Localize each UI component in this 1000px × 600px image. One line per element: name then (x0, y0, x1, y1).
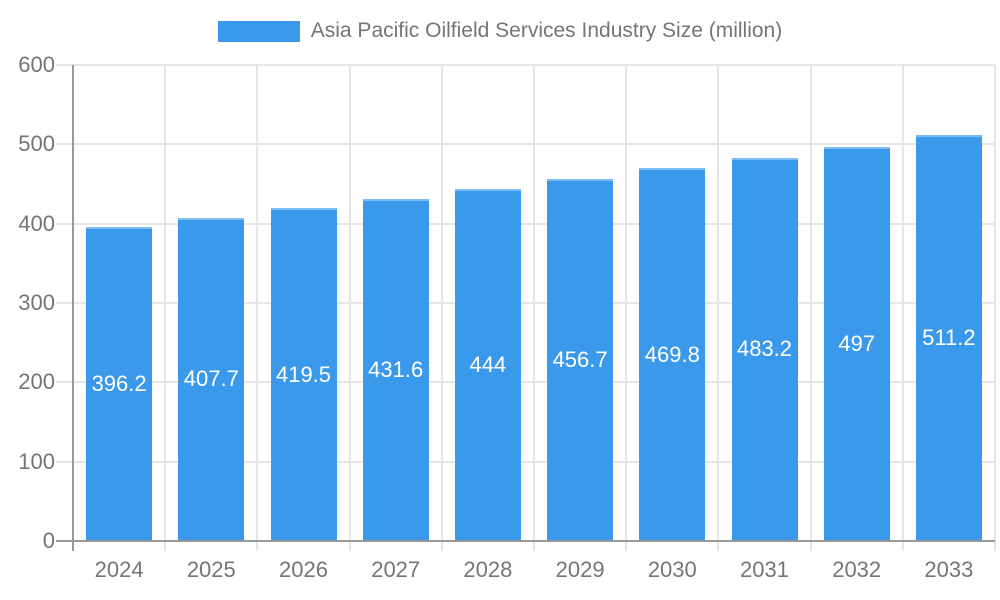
y-tick-label: 600 (18, 52, 55, 77)
bar (731, 157, 798, 540)
y-gridline (56, 302, 995, 304)
chart-legend[interactable]: Asia Pacific Oilfield Services Industry … (0, 16, 1000, 46)
bar-value-label: 456.7 (552, 346, 608, 372)
x-gridline (994, 65, 996, 551)
y-tick-label: 400 (18, 210, 55, 236)
y-tick-label: 300 (18, 290, 55, 315)
x-tick-label: 2025 (186, 557, 236, 582)
x-tick-label: 2027 (371, 557, 421, 582)
x-gridline (256, 65, 259, 551)
bar-value-label: 469.8 (644, 341, 700, 367)
bar-value-label: 431.6 (368, 356, 424, 382)
bar-value-label: 407.7 (183, 366, 239, 392)
bar (178, 217, 245, 540)
bar-value-label: 444 (469, 351, 507, 377)
x-tick-label: 2026 (279, 557, 328, 582)
x-tick-label: 2029 (555, 557, 605, 582)
x-gridline (901, 65, 904, 551)
x-gridline (440, 65, 443, 551)
y-tick-label: 500 (18, 131, 55, 157)
bar-value-label: 483.2 (736, 336, 793, 362)
bar (270, 208, 337, 540)
y-gridline (56, 64, 995, 66)
x-tick-label: 2031 (740, 557, 789, 582)
bar (639, 168, 706, 540)
y-tick-label: 200 (18, 369, 55, 395)
x-tick-label: 2030 (647, 557, 697, 582)
x-gridline (164, 65, 167, 551)
y-gridline (56, 460, 995, 463)
bar-value-label: 396.2 (91, 370, 147, 396)
y-gridline (56, 143, 995, 146)
y-gridline (56, 222, 995, 225)
y-axis-line (72, 65, 74, 551)
bar (454, 188, 521, 540)
x-axis-line (56, 540, 995, 542)
bar (823, 146, 890, 540)
x-tick-label: 2024 (94, 557, 144, 582)
x-gridline (809, 65, 812, 551)
x-tick-label: 2028 (463, 557, 513, 582)
x-gridline (717, 65, 720, 551)
x-gridline (533, 65, 535, 551)
y-tick-label: 0 (42, 528, 55, 553)
bar-value-label: 511.2 (922, 325, 976, 351)
bar-value-label: 497 (838, 330, 876, 356)
legend-label: Asia Pacific Oilfield Services Industry … (310, 19, 783, 42)
x-tick-label: 2032 (832, 557, 882, 582)
x-gridline (348, 65, 351, 551)
legend-swatch-icon (217, 20, 300, 42)
y-tick-label: 100 (18, 448, 55, 474)
x-gridline (625, 65, 628, 551)
bar (547, 178, 614, 540)
bar (86, 226, 153, 540)
bar (915, 135, 982, 540)
y-gridline (56, 381, 995, 384)
x-tick-label: 2033 (924, 557, 974, 582)
bar (362, 198, 429, 540)
bar-value-label: 419.5 (275, 361, 332, 387)
